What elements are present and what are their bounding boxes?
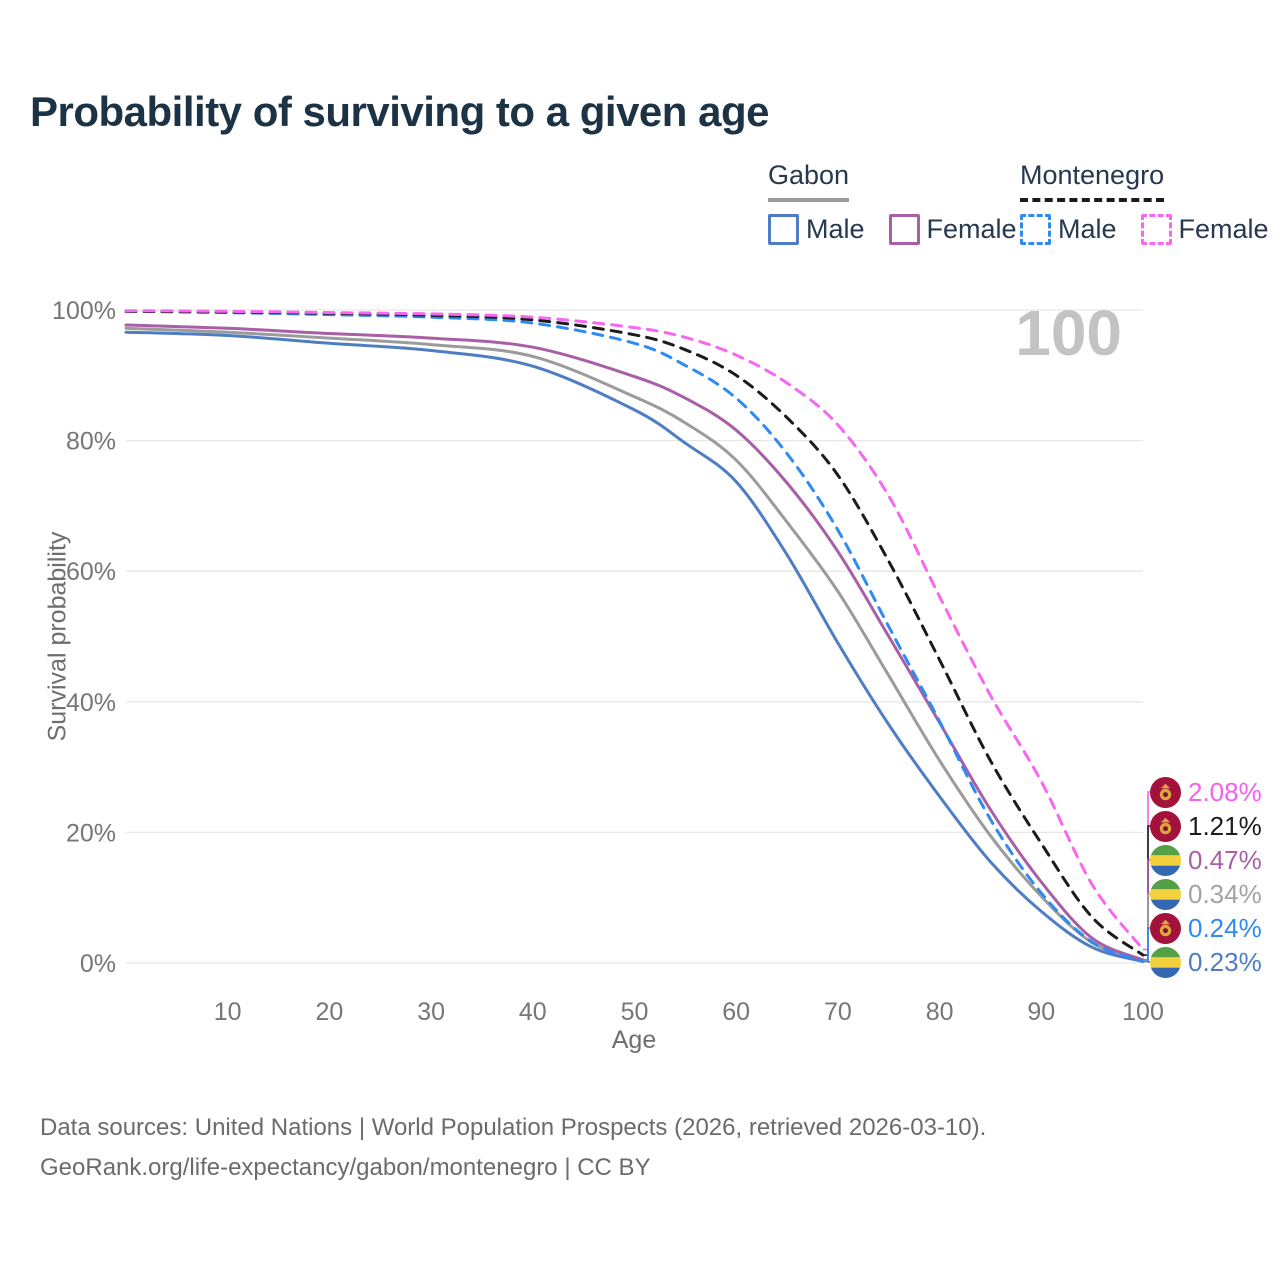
gabon-female-swatch bbox=[888, 214, 920, 245]
gabon-flag-icon bbox=[1150, 946, 1181, 978]
x-tick-label: 100 bbox=[1122, 998, 1164, 1026]
attribution-line: GeoRank.org/life-expectancy/gabon/monten… bbox=[40, 1154, 651, 1181]
montenegro-flag-icon bbox=[1150, 912, 1181, 944]
footer: Data sources: United Nations | World Pop… bbox=[40, 1108, 1240, 1188]
y-axis-title: Survival probability bbox=[43, 531, 72, 742]
montenegro-flag-icon bbox=[1150, 776, 1181, 808]
legend-item-gabon-male[interactable]: Male bbox=[768, 214, 889, 245]
curve-gabon-male[interactable] bbox=[124, 330, 1145, 963]
montenegro-flag-icon bbox=[1150, 810, 1181, 842]
y-tick-label: 20% bbox=[66, 819, 116, 847]
x-axis-title: Age bbox=[611, 1026, 657, 1054]
legend-label-gabon-female: Female bbox=[926, 214, 1017, 244]
end-label-value: 0.24% bbox=[1188, 912, 1262, 943]
legend-group-gabon: Gabon Male Female bbox=[768, 160, 1041, 245]
gabon-flag-icon bbox=[1150, 878, 1181, 910]
page-title: Probability of surviving to a given age bbox=[30, 88, 769, 135]
legend-label-montenegro-female: Female bbox=[1178, 214, 1269, 244]
end-label-value: 0.34% bbox=[1188, 878, 1262, 909]
x-tick-label: 30 bbox=[417, 998, 445, 1026]
y-tick-label: 60% bbox=[66, 558, 116, 586]
y-tick-label: 100% bbox=[52, 297, 116, 325]
gabon-male-swatch bbox=[768, 214, 799, 245]
end-label-value: 2.08% bbox=[1188, 776, 1262, 807]
y-tick-label: 0% bbox=[80, 950, 116, 978]
gabon-flag-icon bbox=[1150, 844, 1181, 876]
hover-age-value: 100 bbox=[1015, 297, 1122, 369]
label-connector bbox=[1143, 960, 1152, 963]
x-tick-label: 50 bbox=[621, 998, 649, 1026]
legend-item-gabon-female[interactable]: Female bbox=[888, 214, 1041, 245]
y-tick-label: 80% bbox=[66, 428, 116, 456]
legend-item-montenegro-male[interactable]: Male bbox=[1020, 214, 1141, 245]
x-tick-label: 60 bbox=[722, 998, 750, 1026]
curve-gabon-female[interactable] bbox=[124, 323, 1145, 962]
end-label-value: 0.23% bbox=[1188, 946, 1262, 977]
montenegro-male-swatch bbox=[1020, 214, 1051, 245]
end-label-montenegro-male: 0.24% bbox=[1150, 911, 1262, 945]
end-label-gabon-male: 0.23% bbox=[1150, 945, 1262, 979]
curve-montenegro-female[interactable] bbox=[124, 309, 1145, 951]
curve-montenegro-all[interactable] bbox=[124, 309, 1145, 957]
y-tick-label: 40% bbox=[66, 689, 116, 717]
legend-title-montenegro: Montenegro bbox=[1020, 160, 1165, 202]
x-tick-label: 40 bbox=[519, 998, 547, 1026]
legend-label-montenegro-male: Male bbox=[1058, 214, 1117, 244]
x-tick-label: 10 bbox=[214, 998, 242, 1026]
end-label-value: 0.47% bbox=[1188, 844, 1262, 875]
end-label-montenegro-all: 1.21% bbox=[1150, 809, 1262, 843]
montenegro-female-swatch bbox=[1140, 214, 1172, 245]
x-tick-label: 20 bbox=[315, 998, 343, 1026]
legend-item-montenegro-female[interactable]: Female bbox=[1140, 214, 1280, 245]
end-label-gabon-female: 0.47% bbox=[1150, 843, 1262, 877]
legend-group-montenegro: Montenegro Male Female bbox=[1020, 160, 1280, 245]
legend-label-gabon-male: Male bbox=[806, 214, 865, 244]
end-label-montenegro-female: 2.08% bbox=[1150, 775, 1262, 809]
curve-montenegro-male[interactable] bbox=[124, 309, 1145, 963]
end-label-value: 1.21% bbox=[1188, 810, 1262, 841]
legend-title-gabon: Gabon bbox=[768, 160, 850, 202]
x-tick-label: 70 bbox=[824, 998, 852, 1026]
data-sources-line: Data sources: United Nations | World Pop… bbox=[40, 1114, 987, 1141]
curve-gabon-all[interactable] bbox=[124, 326, 1145, 963]
end-label-gabon-all: 0.34% bbox=[1150, 877, 1262, 911]
x-tick-label: 80 bbox=[926, 998, 954, 1026]
x-tick-label: 90 bbox=[1027, 998, 1055, 1026]
